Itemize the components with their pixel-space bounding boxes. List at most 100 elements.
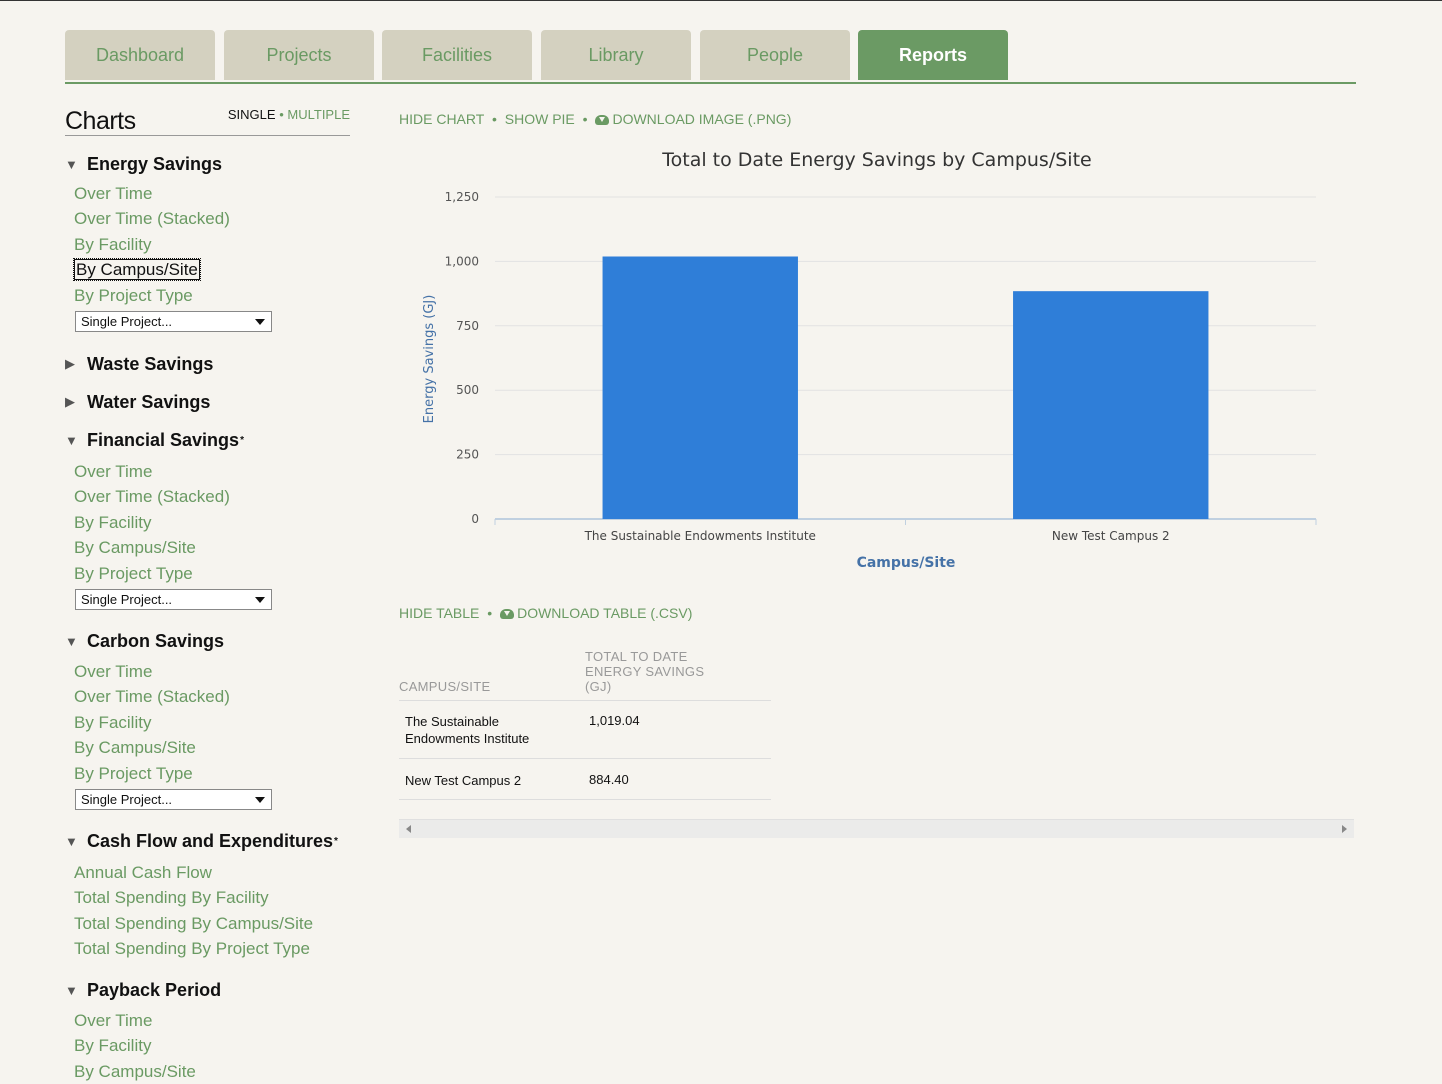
link-spending-by-campus-site[interactable]: Total Spending By Campus/Site [74, 913, 314, 933]
link-financial-by-facility[interactable]: By Facility [74, 512, 152, 532]
tab-library[interactable]: Library [541, 30, 691, 80]
y-axis-ticks: 0 250 500 750 1,000 1,250 [445, 190, 479, 526]
section-carbon-savings: ▼ Carbon Savings Over Time Over Time (St… [65, 628, 355, 810]
section-title: Financial Savings [87, 429, 240, 450]
cell-energy-savings: 1,019.04 [589, 713, 640, 728]
chevron-down-icon [255, 796, 265, 803]
section-toggle-waste-savings[interactable]: ▶ Waste Savings [65, 351, 355, 377]
carbon-project-select[interactable]: Single Project... [75, 788, 272, 810]
bar[interactable] [1013, 291, 1209, 519]
column-header-energy-savings[interactable]: TOTAL TO DATE ENERGY SAVINGS (GJ) [585, 649, 705, 694]
section-toggle-cash-flow[interactable]: ▼ Cash Flow and Expenditures * [65, 828, 355, 854]
asterisk: * [240, 434, 244, 446]
link-financial-by-project-type[interactable]: By Project Type [74, 563, 193, 583]
link-carbon-over-time[interactable]: Over Time [74, 662, 153, 681]
table-header-row: CAMPUS/SITE TOTAL TO DATE ENERGY SAVINGS… [399, 641, 771, 701]
download-table-link[interactable]: DOWNLOAD TABLE (.CSV) [500, 605, 692, 621]
link-energy-by-project-type[interactable]: By Project Type [74, 285, 193, 305]
section-waste-savings: ▶ Waste Savings [65, 351, 355, 377]
table-actions: HIDE TABLE • DOWNLOAD TABLE (.CSV) [399, 605, 692, 621]
link-payback-by-facility[interactable]: By Facility [74, 1036, 152, 1056]
tab-people[interactable]: People [700, 30, 850, 80]
x-axis-ticks: The Sustainable Endowments Institute New … [494, 519, 1317, 543]
tab-projects[interactable]: Projects [224, 30, 374, 80]
download-image-link[interactable]: DOWNLOAD IMAGE (.PNG) [595, 111, 791, 127]
link-energy-over-time-stacked[interactable]: Over Time (Stacked) [74, 209, 230, 229]
y-tick-label: 500 [456, 383, 479, 397]
charts-sidebar: Charts SINGLE • MULTIPLE ▼ Energy Saving… [65, 101, 355, 1081]
energy-project-select[interactable]: Single Project... [75, 310, 272, 332]
link-carbon-over-time-stacked[interactable]: Over Time (Stacked) [74, 687, 230, 707]
column-header-campus[interactable]: CAMPUS/SITE [399, 679, 491, 694]
table-row: New Test Campus 2 884.40 [399, 759, 771, 800]
download-table-label: DOWNLOAD TABLE (.CSV) [517, 605, 693, 621]
select-value: Single Project... [81, 313, 173, 329]
collapsed-triangle-icon: ▶ [65, 394, 75, 409]
y-tick-label: 1,250 [445, 190, 479, 204]
link-payback-by-campus-site[interactable]: By Campus/Site [74, 1061, 196, 1081]
section-energy-savings: ▼ Energy Savings Over Time Over Time (St… [65, 151, 355, 332]
expanded-triangle-icon: ▼ [65, 833, 78, 849]
link-carbon-by-facility[interactable]: By Facility [74, 712, 152, 732]
section-toggle-energy-savings[interactable]: ▼ Energy Savings [65, 151, 355, 177]
cloud-download-icon [500, 609, 515, 620]
section-title: Carbon Savings [87, 630, 225, 651]
link-label: By Campus/Site [73, 258, 201, 282]
x-tick-label: New Test Campus 2 [1052, 529, 1170, 543]
mode-separator: • [279, 107, 284, 122]
mode-single[interactable]: SINGLE [227, 107, 276, 122]
cell-campus: New Test Campus 2 [405, 773, 522, 788]
section-water-savings: ▶ Water Savings [65, 389, 355, 415]
hide-table-link[interactable]: HIDE TABLE [399, 605, 480, 621]
section-toggle-payback-period[interactable]: ▼ Payback Period [65, 977, 355, 1003]
link-energy-by-campus-site[interactable]: By Campus/Site [65, 257, 355, 282]
section-cash-flow: ▼ Cash Flow and Expenditures * Annual Cas… [65, 828, 355, 962]
y-tick-label: 750 [456, 319, 479, 333]
link-energy-by-facility[interactable]: By Facility [74, 234, 152, 254]
financial-project-select[interactable]: Single Project... [75, 588, 272, 610]
link-annual-cash-flow[interactable]: Annual Cash Flow [74, 863, 212, 882]
link-financial-over-time-stacked[interactable]: Over Time (Stacked) [74, 487, 230, 507]
link-carbon-by-project-type[interactable]: By Project Type [74, 763, 193, 783]
x-tick-label: The Sustainable Endowments Institute [584, 529, 816, 543]
section-financial-savings: ▼ Financial Savings * Over Time Over Time… [65, 427, 355, 610]
chart-bars [602, 256, 1209, 519]
expanded-triangle-icon: ▼ [65, 156, 78, 172]
chart-actions: HIDE CHART • SHOW PIE • DOWNLOAD IMAGE (… [399, 111, 791, 127]
section-toggle-carbon-savings[interactable]: ▼ Carbon Savings [65, 628, 355, 654]
table-row: The Sustainable Endowments Institute 1,0… [399, 701, 771, 759]
chevron-down-icon [255, 318, 265, 325]
table-horizontal-scrollbar[interactable] [399, 819, 1354, 838]
energy-savings-chart: Total to Date Energy Savings by Campus/S… [399, 141, 1339, 581]
tab-dashboard[interactable]: Dashboard [65, 30, 215, 80]
separator: • [491, 111, 497, 127]
show-pie-link[interactable]: SHOW PIE [504, 111, 575, 127]
link-financial-by-campus-site[interactable]: By Campus/Site [74, 538, 196, 558]
separator: • [487, 605, 493, 621]
section-toggle-water-savings[interactable]: ▶ Water Savings [65, 389, 355, 415]
mode-multiple-link[interactable]: MULTIPLE [287, 107, 350, 122]
scroll-right-arrow-icon[interactable] [1342, 825, 1347, 833]
link-spending-by-project-type[interactable]: Total Spending By Project Type [74, 939, 310, 959]
link-carbon-by-campus-site[interactable]: By Campus/Site [74, 738, 196, 758]
link-energy-over-time[interactable]: Over Time [74, 184, 153, 203]
y-tick-label: 1,000 [445, 254, 479, 268]
section-title: Water Savings [87, 391, 211, 412]
link-payback-over-time[interactable]: Over Time [74, 1011, 153, 1030]
section-toggle-financial-savings[interactable]: ▼ Financial Savings * [65, 427, 355, 453]
select-value: Single Project... [81, 791, 173, 807]
expanded-triangle-icon: ▼ [65, 982, 78, 998]
link-financial-over-time[interactable]: Over Time [74, 462, 153, 481]
link-spending-by-facility[interactable]: Total Spending By Facility [74, 888, 269, 908]
tab-facilities[interactable]: Facilities [382, 30, 532, 80]
cell-campus: The Sustainable Endowments Institute [405, 714, 530, 746]
hide-chart-link[interactable]: HIDE CHART [399, 111, 485, 127]
y-tick-label: 250 [456, 448, 479, 462]
tab-reports[interactable]: Reports [858, 30, 1008, 80]
cell-energy-savings: 884.40 [589, 772, 629, 787]
separator: • [582, 111, 588, 127]
bar[interactable] [602, 256, 798, 519]
chart-title: Total to Date Energy Savings by Campus/S… [661, 149, 1091, 171]
scroll-left-arrow-icon[interactable] [406, 825, 411, 833]
section-title: Cash Flow and Expenditures [87, 830, 334, 851]
